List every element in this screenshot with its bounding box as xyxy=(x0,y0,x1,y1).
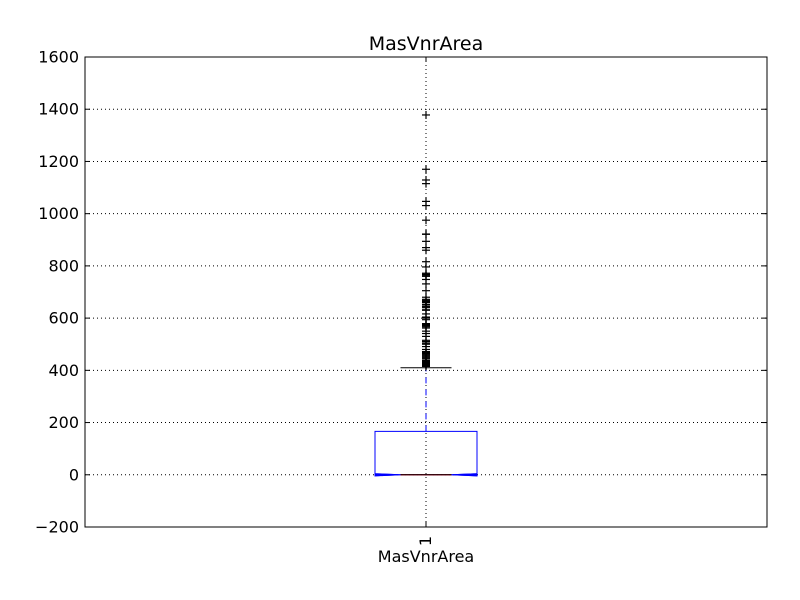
outlier-point xyxy=(422,246,430,255)
outlier-point xyxy=(422,165,430,174)
chart-title: MasVnrArea xyxy=(369,33,484,55)
y-tick-label: 200 xyxy=(48,413,79,432)
outlier-point xyxy=(422,362,430,371)
y-tick-label: 800 xyxy=(48,256,79,275)
outlier-point xyxy=(422,201,430,210)
y-tick-label: 1200 xyxy=(38,152,79,171)
y-tick-label: 1600 xyxy=(38,48,79,67)
y-tick-label: 400 xyxy=(48,361,79,380)
notch-right xyxy=(451,473,478,477)
y-tick-label: 600 xyxy=(48,309,79,328)
x-tick-label: 1 xyxy=(416,536,435,546)
outlier-point xyxy=(422,110,430,119)
outlier-point xyxy=(422,216,430,225)
x-axis-label: MasVnrArea xyxy=(378,547,474,566)
y-tick-label: 1000 xyxy=(38,204,79,223)
x-axis-ticks: 1 xyxy=(416,57,435,546)
outlier-markers xyxy=(422,110,430,371)
y-tick-label: 0 xyxy=(69,465,79,484)
outlier-point xyxy=(422,230,430,239)
y-tick-label: −200 xyxy=(35,518,79,537)
outlier-point xyxy=(422,279,430,288)
y-axis-ticks: −200 0 200 400 600 800 1000 1200 1400 1600 xyxy=(35,48,767,537)
notch-left xyxy=(374,473,401,477)
box-group xyxy=(374,367,478,477)
y-tick-label: 1400 xyxy=(38,100,79,119)
outlier-point xyxy=(422,179,430,188)
